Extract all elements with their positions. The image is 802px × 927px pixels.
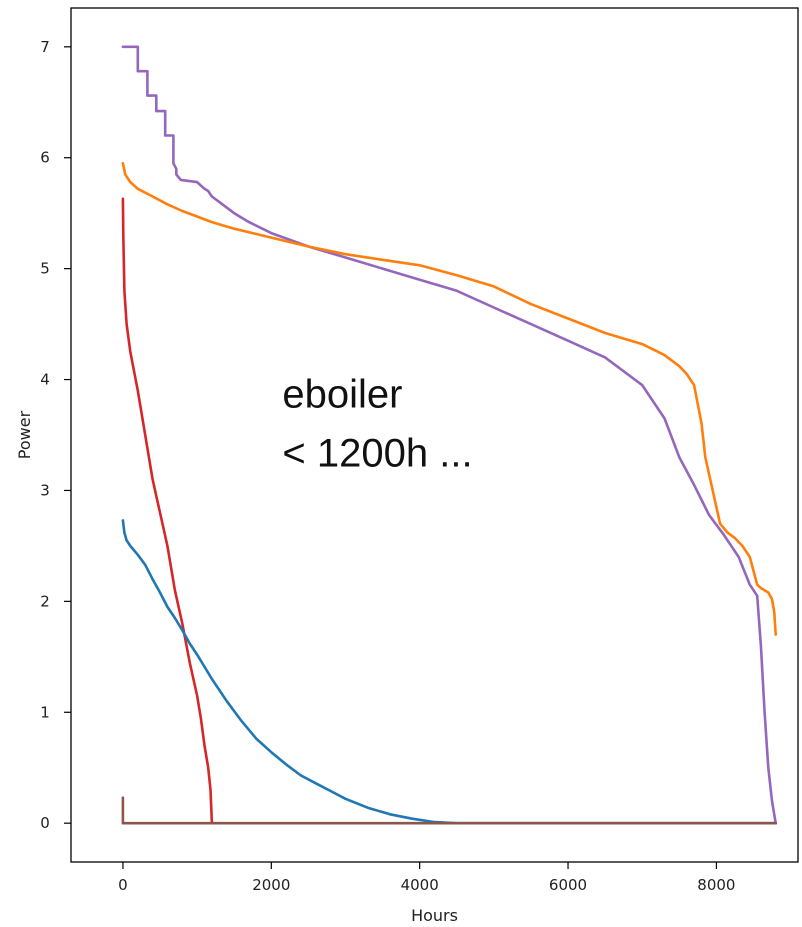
series-line-5 (121, 796, 778, 825)
y-tick-label: 6 (40, 149, 50, 167)
y-tick-label: 5 (40, 260, 50, 278)
series-line-2 (121, 162, 778, 636)
plot-area-frame (70, 7, 799, 863)
x-tick-label: 0 (118, 876, 128, 894)
y-tick-label: 0 (40, 814, 50, 832)
x-tick-label: 4000 (401, 876, 439, 894)
y-tick-label: 7 (40, 38, 50, 56)
series-line-3 (121, 197, 214, 825)
series-layer (121, 45, 778, 825)
x-tick-label: 2000 (252, 876, 290, 894)
y-tick-label: 4 (40, 371, 50, 389)
y-tick-label: 1 (40, 703, 50, 721)
x-tick-label: 6000 (549, 876, 587, 894)
x-axis-ticks: 0 2000 4000 6000 8000 (118, 862, 735, 894)
y-tick-label: 2 (40, 592, 50, 610)
series-line-4 (121, 519, 778, 825)
x-tick-label: 8000 (697, 876, 735, 894)
annotation-line-1: eboiler (282, 372, 402, 416)
y-axis-label: Power (15, 410, 34, 459)
x-axis-label: Hours (411, 906, 458, 925)
y-tick-label: 3 (40, 481, 50, 499)
annotation-line-2: < 1200h ... (282, 431, 472, 475)
y-axis-ticks: 0 1 2 3 4 5 6 7 (40, 38, 71, 832)
